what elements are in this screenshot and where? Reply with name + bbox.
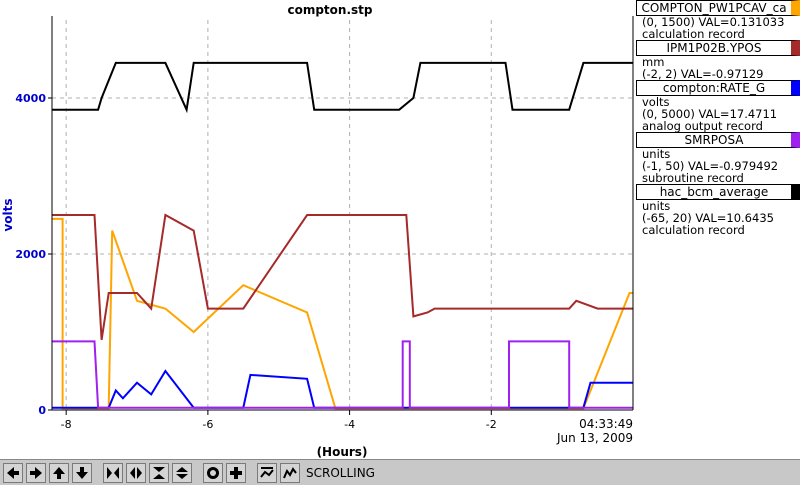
legend-desc-hac-bcm-average: calculation record	[642, 223, 745, 237]
status-label: SCROLLING	[306, 465, 375, 480]
x-tick-label: -6	[202, 418, 213, 431]
series-line-compton-pw1pcav-ca	[52, 217, 633, 410]
chart-title: compton.stp	[287, 3, 372, 17]
legend-entry-ipm1p02b[interactable]: IPM1P02B.YPOS mm (-2, 2) VAL=-0.97129	[636, 40, 800, 80]
legend-range-smrposa: (-1, 50) VAL=-0.979492	[642, 159, 779, 173]
x-tick-label: -2	[486, 418, 497, 431]
chart-area: compton.stp 0 2000 4000 -8 -6 -4 -2 volts (Hou…	[1, 3, 634, 459]
y-tick-label: 0	[38, 404, 46, 417]
series-line-hac-bcm-average	[52, 61, 633, 114]
series-line-compton-rate-g	[52, 369, 633, 409]
axes: 0 2000 4000 -8 -6 -4 -2	[15, 16, 634, 431]
y-tick-label: 2000	[15, 248, 46, 261]
autoscale-icon[interactable]	[257, 462, 277, 483]
series-line-smrposa	[52, 340, 633, 409]
legend-name-hac-bcm-average[interactable]: hac_bcm_average	[636, 184, 800, 200]
legend-range-compton-pw1pcav: (0, 1500) VAL=0.131033	[642, 15, 785, 29]
legend-desc-compton-pw1pcav: calculation record	[642, 27, 745, 41]
legend-entry-smrposa[interactable]: SMRPOSA units (-1, 50) VAL=-0.979492 sub…	[636, 132, 800, 184]
zoom-in-x-icon[interactable]	[103, 462, 123, 483]
y-tick-label: 4000	[15, 92, 46, 105]
x-end-date: Jun 13, 2009	[556, 431, 633, 445]
x-end-time: 04:33:49	[579, 417, 633, 431]
legend-units-hac-bcm-average: units	[642, 199, 671, 213]
zoom-in-y-icon[interactable]	[149, 462, 169, 483]
legend-range-ipm1p02b: (-2, 2) VAL=-0.97129	[642, 67, 764, 81]
record-icon[interactable]	[203, 462, 223, 483]
arrow-right-icon[interactable]	[26, 462, 46, 483]
legend: COMPTON_PW1PCAV_ca (0, 1500) VAL=0.13103…	[636, 0, 800, 236]
legend-units-smrposa: units	[642, 147, 671, 161]
legend-entry-hac-bcm-average[interactable]: hac_bcm_average units (-65, 20) VAL=10.6…	[636, 184, 800, 236]
legend-desc-smrposa: subroutine record	[642, 171, 744, 185]
arrow-left-icon[interactable]	[3, 462, 23, 483]
legend-name-smrposa[interactable]: SMRPOSA	[636, 132, 800, 148]
zoom-out-y-icon[interactable]	[172, 462, 192, 483]
legend-desc-compton-rate-g: analog output record	[642, 119, 763, 133]
add-icon[interactable]	[226, 462, 246, 483]
scroll-icon[interactable]	[280, 462, 300, 483]
toolbar: SCROLLING	[0, 459, 800, 485]
arrow-up-icon[interactable]	[49, 462, 69, 483]
series-layer	[52, 61, 633, 410]
legend-units-compton-rate-g: volts	[642, 95, 670, 109]
zoom-out-x-icon[interactable]	[126, 462, 146, 483]
y-axis-label: volts	[1, 198, 15, 231]
series-line-ipm1p02b-ypos	[52, 213, 633, 340]
x-tick-label: -4	[344, 418, 355, 431]
x-tick-label: -8	[61, 418, 72, 431]
legend-name-compton-rate-g[interactable]: compton:RATE_G	[636, 80, 800, 96]
legend-entry-compton-pw1pcav[interactable]: COMPTON_PW1PCAV_ca (0, 1500) VAL=0.13103…	[636, 0, 800, 40]
arrow-down-icon[interactable]	[72, 462, 92, 483]
legend-entry-compton-rate-g[interactable]: compton:RATE_G volts (0, 5000) VAL=17.47…	[636, 80, 800, 132]
x-axis-label: (Hours)	[317, 445, 368, 459]
legend-range-hac-bcm-average: (-65, 20) VAL=10.6435	[642, 211, 774, 225]
legend-units-ipm1p02b: mm	[642, 55, 665, 69]
legend-name-ipm1p02b[interactable]: IPM1P02B.YPOS	[636, 40, 800, 56]
legend-name-compton-pw1pcav[interactable]: COMPTON_PW1PCAV_ca	[636, 0, 800, 16]
legend-range-compton-rate-g: (0, 5000) VAL=17.4711	[642, 107, 778, 121]
